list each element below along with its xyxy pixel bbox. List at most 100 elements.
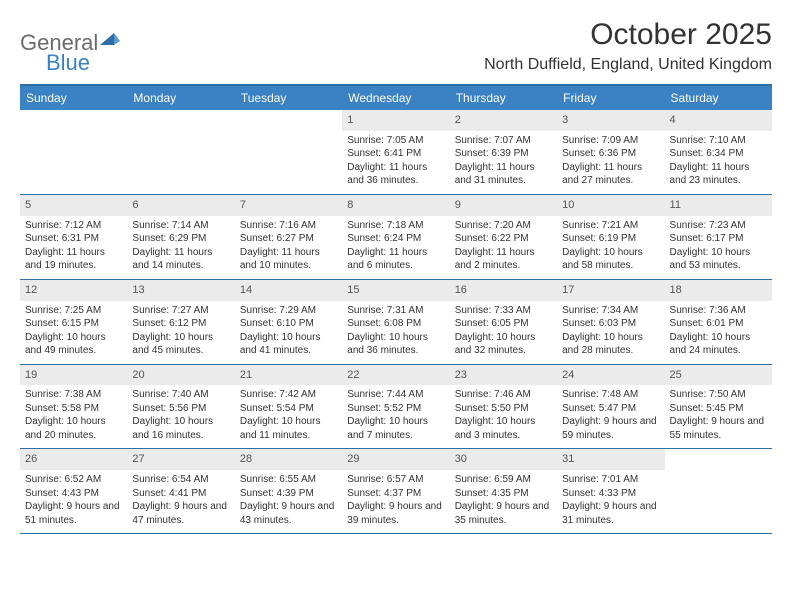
sunset-text: Sunset: 5:58 PM — [25, 402, 122, 416]
sunset-text: Sunset: 5:47 PM — [562, 402, 659, 416]
day-body: Sunrise: 7:34 AMSunset: 6:03 PMDaylight:… — [557, 301, 664, 364]
daylight-text: Daylight: 11 hours and 2 minutes. — [455, 246, 552, 273]
sunset-text: Sunset: 5:52 PM — [347, 402, 444, 416]
day-cell: 19Sunrise: 7:38 AMSunset: 5:58 PMDayligh… — [20, 365, 127, 449]
daylight-text: Daylight: 9 hours and 51 minutes. — [25, 500, 122, 527]
day-cell — [665, 449, 772, 533]
sunset-text: Sunset: 4:39 PM — [240, 487, 337, 501]
title-block: October 2025 North Duffield, England, Un… — [484, 18, 772, 74]
day-body: Sunrise: 7:31 AMSunset: 6:08 PMDaylight:… — [342, 301, 449, 364]
sunrise-text: Sunrise: 7:05 AM — [347, 134, 444, 148]
sunrise-text: Sunrise: 7:48 AM — [562, 388, 659, 402]
day-number: 2 — [450, 110, 557, 131]
weeks-container: 1Sunrise: 7:05 AMSunset: 6:41 PMDaylight… — [20, 110, 772, 534]
sunset-text: Sunset: 5:45 PM — [670, 402, 767, 416]
sunset-text: Sunset: 6:22 PM — [455, 232, 552, 246]
day-cell: 21Sunrise: 7:42 AMSunset: 5:54 PMDayligh… — [235, 365, 342, 449]
sunset-text: Sunset: 6:34 PM — [670, 147, 767, 161]
sunset-text: Sunset: 6:03 PM — [562, 317, 659, 331]
daylight-text: Daylight: 10 hours and 53 minutes. — [670, 246, 767, 273]
day-cell: 17Sunrise: 7:34 AMSunset: 6:03 PMDayligh… — [557, 280, 664, 364]
sunrise-text: Sunrise: 7:31 AM — [347, 304, 444, 318]
day-number: 19 — [20, 365, 127, 386]
sunset-text: Sunset: 6:39 PM — [455, 147, 552, 161]
day-body: Sunrise: 7:36 AMSunset: 6:01 PMDaylight:… — [665, 301, 772, 364]
day-number: 16 — [450, 280, 557, 301]
daylight-text: Daylight: 9 hours and 31 minutes. — [562, 500, 659, 527]
daylight-text: Daylight: 10 hours and 16 minutes. — [132, 415, 229, 442]
day-cell: 9Sunrise: 7:20 AMSunset: 6:22 PMDaylight… — [450, 195, 557, 279]
day-number: 9 — [450, 195, 557, 216]
week-row: 26Sunrise: 6:52 AMSunset: 4:43 PMDayligh… — [20, 449, 772, 534]
sunset-text: Sunset: 6:10 PM — [240, 317, 337, 331]
daylight-text: Daylight: 10 hours and 3 minutes. — [455, 415, 552, 442]
sunrise-text: Sunrise: 7:40 AM — [132, 388, 229, 402]
day-cell: 25Sunrise: 7:50 AMSunset: 5:45 PMDayligh… — [665, 365, 772, 449]
sunset-text: Sunset: 6:17 PM — [670, 232, 767, 246]
day-cell: 6Sunrise: 7:14 AMSunset: 6:29 PMDaylight… — [127, 195, 234, 279]
day-number — [235, 110, 342, 131]
day-body: Sunrise: 7:48 AMSunset: 5:47 PMDaylight:… — [557, 385, 664, 448]
week-row: 12 Sunrise: 7:25 AMSunset: 6:15 PM Dayligh… — [20, 280, 772, 365]
day-body: Sunrise: 7:14 AMSunset: 6:29 PMDaylight:… — [127, 216, 234, 279]
weekday-tuesday: Tuesday — [235, 86, 342, 110]
day-number — [665, 449, 772, 470]
weekday-header-row: Sunday Monday Tuesday Wednesday Thursday… — [20, 86, 772, 110]
day-number: 29 — [342, 449, 449, 470]
day-body: Sunrise: 7:50 AMSunset: 5:45 PMDaylight:… — [665, 385, 772, 448]
logo-word-blue: Blue — [46, 50, 121, 76]
day-cell: 10Sunrise: 7:21 AMSunset: 6:19 PMDayligh… — [557, 195, 664, 279]
day-body: Sunrise: 7:29 AMSunset: 6:10 PMDaylight:… — [235, 301, 342, 364]
day-number: 25 — [665, 365, 772, 386]
sunrise-text: Sunrise: 7:27 AM — [132, 304, 229, 318]
sunset-text: Sunset: 6:15 PM — [25, 317, 122, 331]
sunrise-text: Sunrise: 7:44 AM — [347, 388, 444, 402]
sunset-text: Sunset: 6:36 PM — [562, 147, 659, 161]
weekday-thursday: Thursday — [450, 86, 557, 110]
day-cell: 27Sunrise: 6:54 AMSunset: 4:41 PMDayligh… — [127, 449, 234, 533]
day-cell — [127, 110, 234, 194]
sunrise-text: Sunrise: 7:14 AM — [132, 219, 229, 233]
day-number: 26 — [20, 449, 127, 470]
sunrise-text: Sunrise: 7:23 AM — [670, 219, 767, 233]
day-cell: 14Sunrise: 7:29 AMSunset: 6:10 PMDayligh… — [235, 280, 342, 364]
sunset-text: Sunset: 4:35 PM — [455, 487, 552, 501]
sunrise-text: Sunrise: 7:10 AM — [670, 134, 767, 148]
daylight-text: Daylight: 11 hours and 27 minutes. — [562, 161, 659, 188]
logo-full: General Blue — [20, 24, 121, 76]
daylight-text: Daylight: 10 hours and 45 minutes. — [132, 331, 229, 358]
sunrise-text: Sunrise: 7:25 AM — [25, 304, 122, 318]
day-number: 21 — [235, 365, 342, 386]
sunset-text: Sunset: 5:50 PM — [455, 402, 552, 416]
day-body: Sunrise: 7:07 AMSunset: 6:39 PMDaylight:… — [450, 131, 557, 194]
daylight-text: Daylight: 11 hours and 14 minutes. — [132, 246, 229, 273]
day-body: Sunrise: 6:52 AMSunset: 4:43 PMDaylight:… — [20, 470, 127, 533]
day-cell: 16Sunrise: 7:33 AMSunset: 6:05 PMDayligh… — [450, 280, 557, 364]
day-cell — [235, 110, 342, 194]
daylight-text: Daylight: 10 hours and 24 minutes. — [670, 331, 767, 358]
sunset-text: Sunset: 6:01 PM — [670, 317, 767, 331]
day-number: 14 — [235, 280, 342, 301]
daylight-text: Daylight: 11 hours and 10 minutes. — [240, 246, 337, 273]
day-number: 18 — [665, 280, 772, 301]
day-cell: 30Sunrise: 6:59 AMSunset: 4:35 PMDayligh… — [450, 449, 557, 533]
day-number: 12 — [20, 280, 127, 301]
day-cell: 26Sunrise: 6:52 AMSunset: 4:43 PMDayligh… — [20, 449, 127, 533]
daylight-text: Daylight: 10 hours and 20 minutes. — [25, 415, 122, 442]
day-cell: 2Sunrise: 7:07 AMSunset: 6:39 PMDaylight… — [450, 110, 557, 194]
day-cell: 8Sunrise: 7:18 AMSunset: 6:24 PMDaylight… — [342, 195, 449, 279]
sunset-text: Sunset: 4:33 PM — [562, 487, 659, 501]
logo-icon — [99, 30, 121, 48]
day-body: Sunrise: 6:59 AMSunset: 4:35 PMDaylight:… — [450, 470, 557, 533]
day-number: 10 — [557, 195, 664, 216]
daylight-text: Daylight: 9 hours and 43 minutes. — [240, 500, 337, 527]
day-cell: 18Sunrise: 7:36 AMSunset: 6:01 PMDayligh… — [665, 280, 772, 364]
day-cell: 23Sunrise: 7:46 AMSunset: 5:50 PMDayligh… — [450, 365, 557, 449]
day-body: Sunrise: 7:09 AMSunset: 6:36 PMDaylight:… — [557, 131, 664, 194]
sunrise-text: Sunrise: 7:34 AM — [562, 304, 659, 318]
day-cell: 4Sunrise: 7:10 AMSunset: 6:34 PMDaylight… — [665, 110, 772, 194]
day-cell: 24Sunrise: 7:48 AMSunset: 5:47 PMDayligh… — [557, 365, 664, 449]
sunset-text: Sunset: 4:41 PM — [132, 487, 229, 501]
sunrise-text: Sunrise: 6:54 AM — [132, 473, 229, 487]
daylight-text: Daylight: 10 hours and 32 minutes. — [455, 331, 552, 358]
